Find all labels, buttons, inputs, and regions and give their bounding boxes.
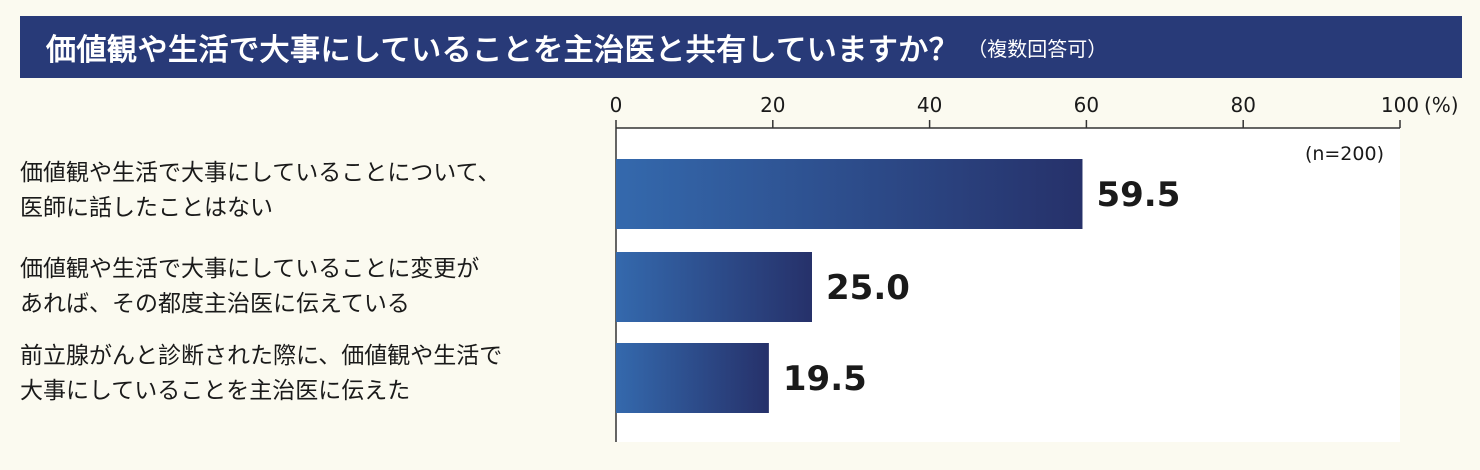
x-tick-label-40: 40 bbox=[917, 93, 942, 117]
bar-value-label-1: 59.5 bbox=[1096, 175, 1180, 215]
x-tick-label-100: 100 bbox=[1381, 93, 1419, 117]
category-label-3-line-1: 前立腺がんと診断された際に、価値観や生活で bbox=[20, 343, 503, 369]
category-label-2-line-1: 価値観や生活で大事にしていることに変更が bbox=[20, 256, 480, 282]
bar-value-label-3: 19.5 bbox=[783, 359, 867, 399]
sample-size-note: (n=200) bbox=[1305, 143, 1384, 165]
x-unit-label: (%) bbox=[1424, 93, 1459, 117]
category-label-3-line-2: 大事にしていることを主治医に伝えた bbox=[20, 378, 411, 404]
category-label-1-line-2: 医師に話したことはない bbox=[20, 195, 273, 221]
x-tick-label-20: 20 bbox=[760, 93, 785, 117]
x-tick-label-80: 80 bbox=[1230, 93, 1255, 117]
chart-title: 価値観や生活で大事にしていることを主治医と共有していますか？ bbox=[46, 33, 960, 68]
bar-1 bbox=[616, 159, 1083, 229]
category-label-2-line-2: あれば、その都度主治医に伝えている bbox=[20, 291, 410, 317]
category-label-3: 前立腺がんと診断された際に、価値観や生活で 大事にしていることを主治医に伝えた bbox=[20, 339, 610, 409]
bar-2 bbox=[616, 252, 812, 322]
category-label-1-line-1: 価値観や生活で大事にしていることについて、 bbox=[20, 160, 501, 186]
category-label-1: 価値観や生活で大事にしていることについて、 医師に話したことはない bbox=[20, 156, 610, 226]
bar-value-label-2: 25.0 bbox=[826, 268, 910, 308]
bar-3 bbox=[616, 343, 769, 413]
chart-header: 価値観や生活で大事にしていることを主治医と共有していますか？ （複数回答可） bbox=[20, 16, 1462, 78]
x-tick-label-60: 60 bbox=[1074, 93, 1099, 117]
x-tick-label-0: 0 bbox=[610, 93, 623, 117]
category-label-2: 価値観や生活で大事にしていることに変更が あれば、その都度主治医に伝えている bbox=[20, 252, 610, 322]
chart-subtitle: （複数回答可） bbox=[967, 36, 1108, 61]
